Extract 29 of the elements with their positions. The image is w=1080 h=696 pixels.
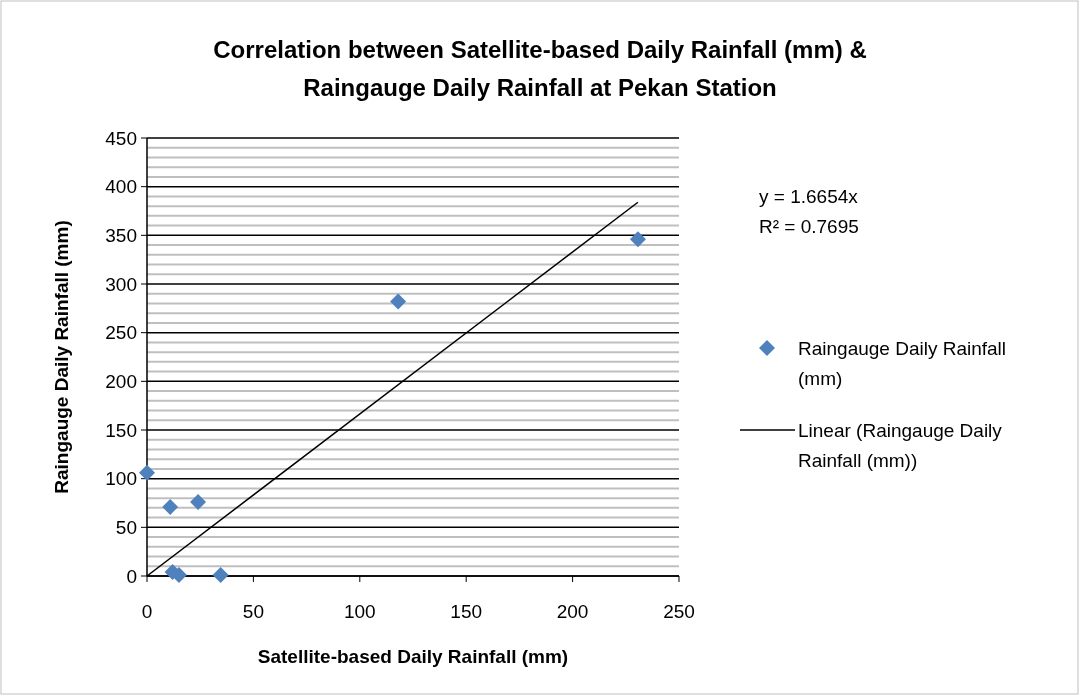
point: [162, 498, 179, 515]
y-tick-label: 400: [105, 176, 137, 198]
point: [629, 231, 646, 248]
point: [390, 293, 407, 310]
x-tick-label: 200: [556, 601, 589, 622]
text: R² = 0.7695: [759, 216, 859, 237]
point: [212, 567, 229, 584]
legend-label: Linear (Raingauge Daily Rainfall (mm)): [798, 420, 1003, 471]
x-axis-title: Satellite-based Daily Rainfall (mm): [257, 646, 569, 667]
x-tick-label: 100: [343, 601, 376, 622]
x-tick-label: 150: [450, 601, 483, 622]
y-tick-label: 450: [105, 127, 137, 149]
y-tick-label: 350: [105, 224, 137, 246]
y-tick-label: 0: [126, 565, 137, 587]
legend-label: Raingauge Daily Rainfall (mm): [798, 338, 1007, 389]
text: y = 1.6654x: [759, 186, 859, 207]
x-tick-label: 250: [663, 601, 695, 622]
x-tick-label: 50: [242, 601, 264, 622]
point: [139, 464, 155, 481]
y-tick-label: 250: [105, 322, 137, 344]
y-tick-label: 200: [105, 370, 137, 392]
chart-title: Correlation between Satellite-based Daily Rainfall (mm) & Raingauge Daily Rainfall at Pekan Station: [213, 36, 867, 101]
y-tick-label: 150: [105, 419, 137, 441]
y-tick-label: 50: [115, 516, 137, 538]
y-tick-label: 100: [105, 468, 137, 490]
x-tick-label: 0: [141, 601, 153, 622]
y-tick-label: 300: [105, 273, 137, 295]
point: [190, 494, 207, 511]
y-axis-title: Raingauge Daily Rainfall (mm): [51, 220, 72, 494]
